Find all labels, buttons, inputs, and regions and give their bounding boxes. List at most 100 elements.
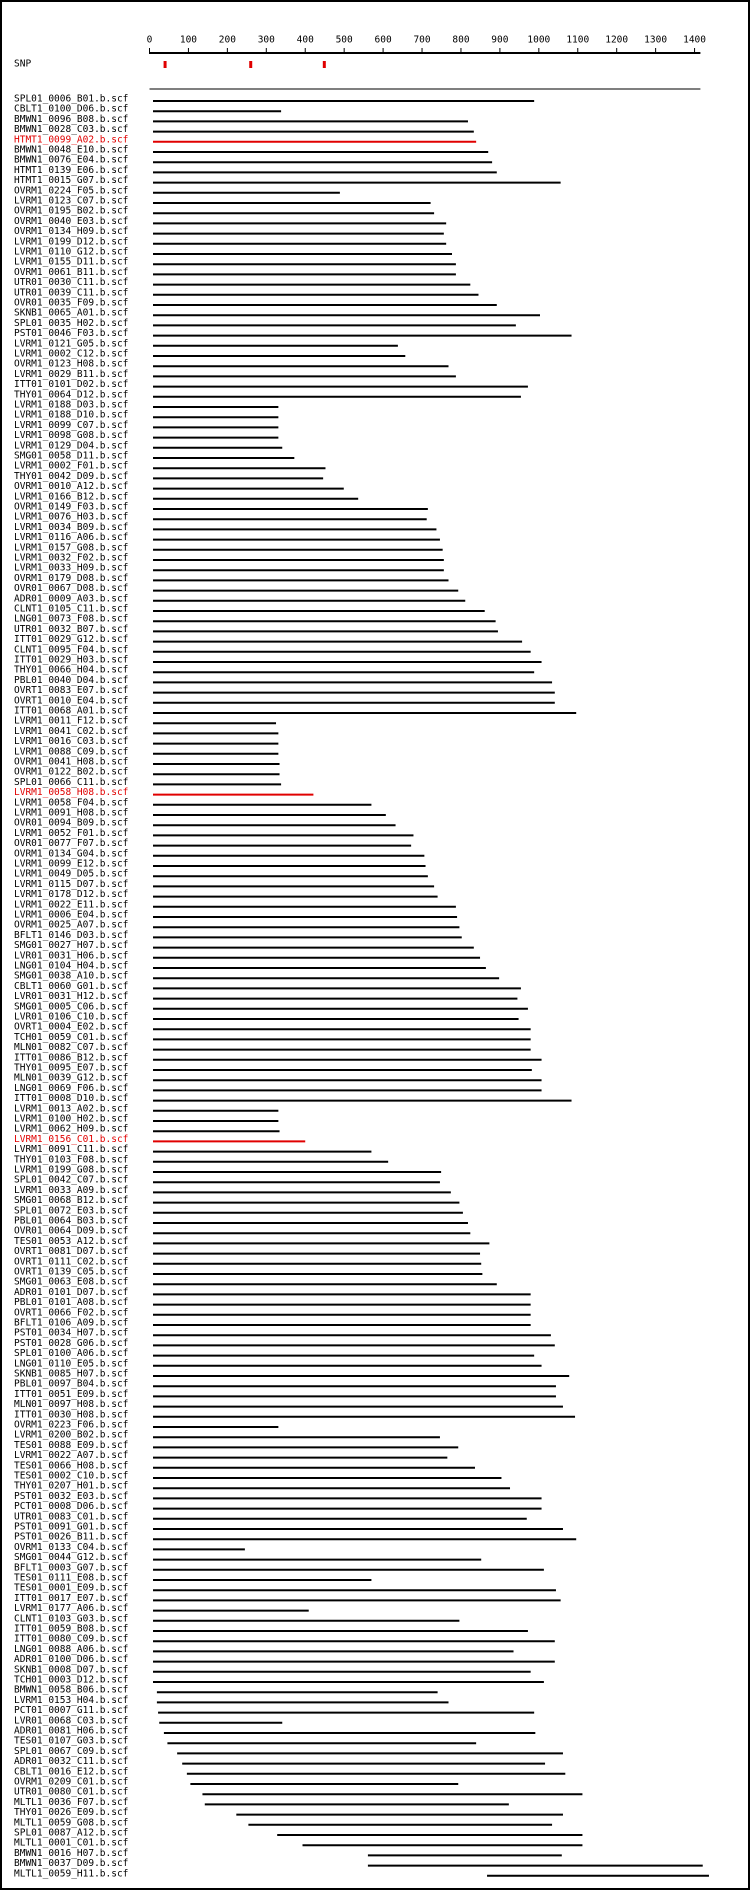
read-label: LNG01_0110_E05.b.scf (14, 1358, 128, 1369)
read-label: LVRM1_0166_B12.b.scf (14, 491, 128, 502)
read-label: PBL01_0097_B04.b.scf (14, 1379, 128, 1390)
read-label: LVRM1_0188_D03.b.scf (14, 400, 128, 411)
snp-marker (322, 61, 326, 68)
x-tick-label: 800 (452, 35, 469, 46)
read-label: OVRT1_0004_E02.b.scf (14, 1022, 128, 1033)
read-label: LVRM1_0032_F02.b.scf (14, 553, 128, 564)
read-label: LNG01_0073_F08.b.scf (14, 614, 128, 625)
snp-label: SNP (14, 59, 31, 70)
read-label: THY01_0095_E07.b.scf (14, 1063, 128, 1074)
read-label: OVRM1_0149_F03.b.scf (14, 502, 128, 513)
read-label: MLTL1_0001_C01.b.scf (14, 1838, 128, 1849)
read-label: THY01_0042_D09.b.scf (14, 471, 128, 482)
read-label: LVR01_0106_C10.b.scf (14, 1012, 128, 1023)
read-label: BMWN1_0037_D09.b.scf (14, 1858, 128, 1869)
read-label: SKNB1_0065_A01.b.scf (14, 308, 128, 319)
read-label: PST01_0032_E03.b.scf (14, 1491, 128, 1502)
read-label: LVRM1_0091_H08.b.scf (14, 808, 128, 819)
read-label: LNG01_0104_H04.b.scf (14, 961, 128, 972)
read-label: HTMT1_0099_A02.b.scf (14, 134, 128, 145)
read-label: THY01_0066_H04.b.scf (14, 665, 128, 676)
read-label: PST01_0026_B11.b.scf (14, 1532, 128, 1543)
read-label: BFLT1_0003_G07.b.scf (14, 1562, 128, 1573)
read-label: PST01_0028_G06.b.scf (14, 1338, 128, 1349)
read-label: LVRM1_0110_G12.b.scf (14, 247, 128, 258)
read-label: TES01_0001_E09.b.scf (14, 1583, 128, 1594)
read-label: THY01_0064_D12.b.scf (14, 389, 128, 400)
read-label: HTMT1_0139_E06.b.scf (14, 165, 128, 176)
read-label: LVRM1_0178_D12.b.scf (14, 889, 128, 900)
read-label: MLN01_0097_H08.b.scf (14, 1399, 128, 1410)
read-label: LVRM1_0115_D07.b.scf (14, 879, 128, 890)
x-tick-label: 0 (147, 35, 153, 46)
read-label: LVRM1_0062_H09.b.scf (14, 1124, 128, 1135)
read-label: LVRM1_0002_C12.b.scf (14, 349, 128, 360)
read-label: TES01_0053_A12.b.scf (14, 1236, 128, 1247)
read-label: UTR01_0030_C11.b.scf (14, 277, 128, 288)
read-label: LVRM1_0058_H08.b.scf (14, 787, 128, 798)
read-label: LVRM1_0016_C03.b.scf (14, 736, 128, 747)
read-label: LVRM1_0088_C09.b.scf (14, 746, 128, 757)
read-label: SPL01_0066_C11.b.scf (14, 777, 128, 788)
read-label: LVRM1_0157_G08.b.scf (14, 542, 128, 553)
read-label: ADR01_0009_A03.b.scf (14, 593, 128, 604)
read-label: SMG01_0044_G12.b.scf (14, 1552, 128, 1563)
read-label: ADR01_0101_D07.b.scf (14, 1287, 128, 1298)
read-label: OVRM1_0134_H09.b.scf (14, 226, 128, 237)
read-label: MLTL1_0059_H11.b.scf (14, 1868, 128, 1879)
read-label: OVR01_0094_B09.b.scf (14, 818, 128, 829)
read-label: MLTL1_0036_F07.b.scf (14, 1797, 128, 1808)
read-label: ITT01_0051_E09.b.scf (14, 1389, 128, 1400)
read-label: LNG01_0069_F06.b.scf (14, 1083, 128, 1094)
read-label: LVRM1_0155_D11.b.scf (14, 257, 128, 268)
read-label: PCT01_0007_G11.b.scf (14, 1705, 128, 1716)
read-label: OVRM1_0025_A07.b.scf (14, 920, 128, 931)
read-label: ADR01_0100_D06.b.scf (14, 1654, 128, 1665)
read-label: LVR01_0068_C03.b.scf (14, 1715, 128, 1726)
read-label: BMWN1_0058_B06.b.scf (14, 1685, 128, 1696)
read-label: OVRM1_0134_G04.b.scf (14, 848, 128, 859)
read-label: SPL01_0100_A06.b.scf (14, 1348, 128, 1359)
read-label: BMWN1_0048_E10.b.scf (14, 145, 128, 156)
read-label: OVRT1_0083_E07.b.scf (14, 685, 128, 696)
x-tick-label: 300 (258, 35, 275, 46)
x-tick-label: 100 (180, 35, 197, 46)
read-label: HTMT1_0015_G07.b.scf (14, 175, 128, 186)
read-label: ITT01_0086_B12.b.scf (14, 1052, 128, 1063)
read-label: OVRM1_0224_F05.b.scf (14, 185, 128, 196)
read-label: SPL01_0006_B01.b.scf (14, 94, 128, 105)
read-label: OVR01_0077_F07.b.scf (14, 838, 128, 849)
read-label: OVRT1_0111_C02.b.scf (14, 1256, 128, 1267)
read-label: OVRT1_0066_F02.b.scf (14, 1307, 128, 1318)
read-label: LVRM1_0153_H04.b.scf (14, 1695, 128, 1706)
read-label: LVRM1_0199_D12.b.scf (14, 236, 128, 247)
read-label: SPL01_0072_E03.b.scf (14, 1205, 128, 1216)
read-label: BMWN1_0096_B08.b.scf (14, 114, 128, 125)
read-label: PST01_0046_F03.b.scf (14, 328, 128, 339)
read-label: SMG01_0068_B12.b.scf (14, 1195, 128, 1206)
read-label: THY01_0103_F08.b.scf (14, 1154, 128, 1165)
read-label: LVRM1_0100_H02.b.scf (14, 1114, 128, 1125)
read-label: CBLT1_0060_G01.b.scf (14, 981, 128, 992)
read-label: OVRM1_0040_E03.b.scf (14, 216, 128, 227)
read-label: LVRM1_0091_C11.b.scf (14, 1144, 128, 1155)
read-label: PBL01_0040_D04.b.scf (14, 675, 128, 686)
read-label: TES01_0107_G03.b.scf (14, 1736, 128, 1747)
read-label: OVRM1_0209_C01.b.scf (14, 1777, 128, 1788)
read-label: CLNT1_0095_F04.b.scf (14, 644, 128, 655)
read-label: MLN01_0039_G12.b.scf (14, 1073, 128, 1084)
read-label: THY01_0026_E09.b.scf (14, 1807, 128, 1818)
read-label: OVRT1_0010_E04.b.scf (14, 695, 128, 706)
read-label: LVRM1_0013_A02.b.scf (14, 1103, 128, 1114)
read-label: SPL01_0035_H02.b.scf (14, 318, 128, 329)
read-label: LVRM1_0076_H03.b.scf (14, 512, 128, 523)
read-label: LVRM1_0129_D04.b.scf (14, 440, 128, 451)
read-label: ITT01_0008_D10.b.scf (14, 1093, 128, 1104)
read-label: LVRM1_0049_D05.b.scf (14, 869, 128, 880)
x-tick-label: 1000 (527, 35, 550, 46)
read-label: PBL01_0101_A08.b.scf (14, 1297, 128, 1308)
x-tick-label: 1400 (683, 35, 706, 46)
read-label: OVRM1_0061_B11.b.scf (14, 267, 128, 278)
read-label: LVR01_0031_H06.b.scf (14, 950, 128, 961)
x-tick-label: 600 (375, 35, 392, 46)
